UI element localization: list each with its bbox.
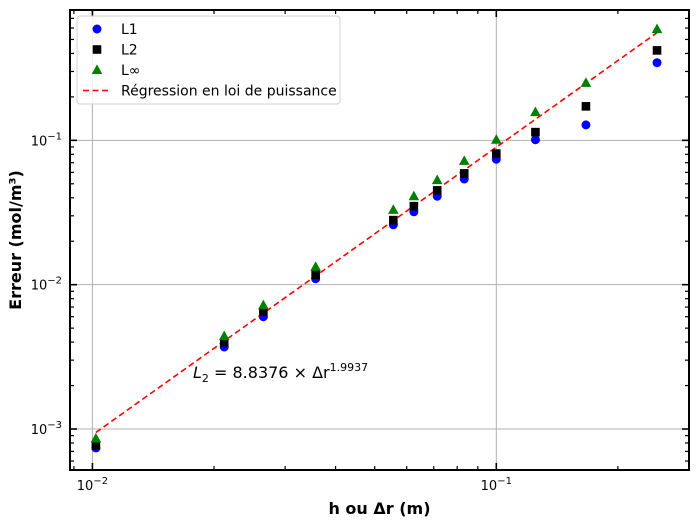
plot-frame bbox=[69, 9, 690, 471]
legend-label: Régression en loi de puissance bbox=[121, 84, 337, 100]
data-point bbox=[531, 127, 540, 137]
data-point bbox=[388, 204, 399, 214]
data-point bbox=[530, 106, 541, 117]
equation-lhs-subscript: 2 bbox=[202, 372, 209, 385]
data-point bbox=[580, 77, 592, 87]
data-point bbox=[259, 307, 268, 316]
data-point bbox=[530, 135, 540, 145]
legend-marker bbox=[91, 64, 103, 74]
equation-rhs: = 8.8376 × Δr bbox=[209, 363, 330, 382]
data-point bbox=[431, 174, 443, 185]
x-axis-title: h ou Δr (m) bbox=[328, 499, 430, 518]
data-point bbox=[581, 120, 591, 130]
data-point bbox=[491, 134, 502, 144]
data-point bbox=[408, 190, 420, 201]
data-point bbox=[90, 432, 102, 443]
data-point bbox=[652, 46, 662, 55]
regression-line bbox=[95, 32, 658, 434]
data-point bbox=[409, 201, 419, 211]
legend-box bbox=[76, 15, 341, 105]
legend-label: L2 bbox=[121, 43, 138, 59]
data-point bbox=[389, 215, 398, 225]
y-tick-label: 10−3 bbox=[31, 420, 62, 438]
legend-marker bbox=[92, 24, 102, 34]
series-2 bbox=[91, 46, 662, 450]
equation-lhs: L bbox=[193, 363, 202, 382]
data-point bbox=[219, 337, 229, 347]
series-3 bbox=[90, 23, 663, 443]
data-point bbox=[652, 58, 662, 68]
data-point bbox=[581, 102, 591, 111]
x-tick-label: 10−2 bbox=[77, 476, 108, 494]
data-point bbox=[310, 261, 321, 271]
y-axis-title: Erreur (mol/m³) bbox=[6, 170, 25, 310]
major-ticks bbox=[70, 10, 689, 470]
data-point bbox=[459, 169, 469, 178]
data-point bbox=[492, 149, 501, 158]
tick-labels: 10−2 10−1 10−3 10−2 10−1 bbox=[31, 131, 512, 494]
data-point bbox=[91, 441, 101, 450]
data-point bbox=[651, 23, 663, 34]
y-tick-label: 10−1 bbox=[31, 131, 62, 149]
data-point bbox=[311, 270, 320, 280]
legend-marker bbox=[92, 45, 102, 54]
legend-label: L∞ bbox=[121, 63, 140, 79]
legend-label: L1 bbox=[121, 22, 138, 38]
data-point bbox=[458, 155, 470, 165]
legend: L1 L2 L∞ Régression en loi de puissance bbox=[76, 15, 341, 105]
data-point bbox=[218, 330, 230, 341]
data-point bbox=[432, 186, 442, 195]
y-tick-label: 10−2 bbox=[31, 276, 62, 294]
series-1 bbox=[91, 58, 662, 453]
points-layer bbox=[90, 23, 663, 453]
regression-equation: L2 = 8.8376 × Δr1.9937 bbox=[193, 361, 368, 385]
x-tick-label: 10−1 bbox=[481, 476, 512, 494]
equation-exponent: 1.9937 bbox=[330, 361, 369, 374]
regression-layer bbox=[95, 32, 658, 434]
data-point bbox=[258, 299, 269, 310]
grid-layer bbox=[70, 10, 689, 470]
